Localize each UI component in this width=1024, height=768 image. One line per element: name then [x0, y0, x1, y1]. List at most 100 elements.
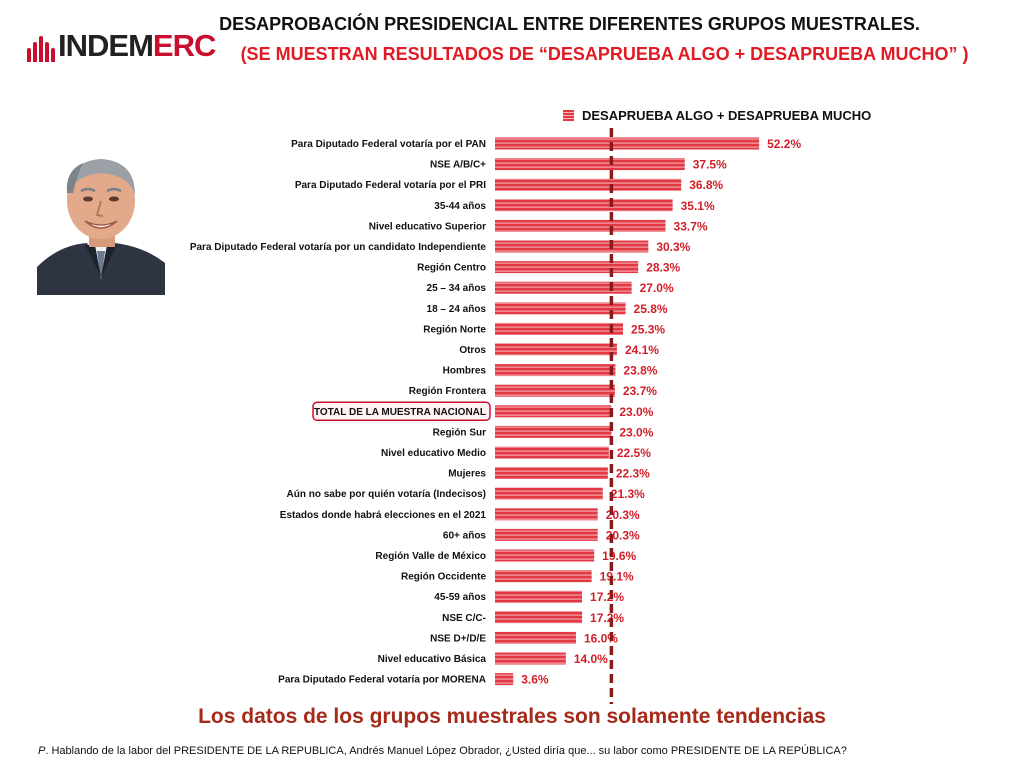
- category-label: NSE C/C-: [442, 613, 486, 624]
- bar: [495, 611, 583, 624]
- data-label: 23.0%: [619, 425, 653, 439]
- data-label: 25.8%: [634, 302, 668, 316]
- bar: [495, 673, 514, 686]
- chart-title: DESAPROBACIÓN PRESIDENCIAL ENTRE DIFEREN…: [219, 14, 920, 34]
- bar: [495, 487, 603, 500]
- data-label: 21.3%: [611, 487, 645, 501]
- data-label: 52.2%: [767, 137, 801, 151]
- category-label: 18 – 24 años: [427, 304, 487, 315]
- category-label: Región Norte: [423, 324, 486, 335]
- data-label: 35.1%: [681, 199, 715, 213]
- bar: [495, 405, 612, 418]
- bar: [495, 178, 682, 191]
- logo-text: INDEMERC: [58, 28, 216, 63]
- data-label: 28.3%: [646, 261, 680, 275]
- category-label: Nivel educativo Medio: [381, 448, 486, 459]
- bar: [495, 549, 595, 562]
- category-label: Región Centro: [417, 263, 486, 274]
- category-label: 45-59 años: [434, 592, 486, 603]
- data-label: 25.3%: [631, 322, 665, 336]
- data-label: 27.0%: [640, 281, 674, 295]
- bar: [495, 322, 624, 335]
- category-label: Nivel educativo Superior: [369, 221, 486, 232]
- category-label: Hombres: [443, 366, 487, 377]
- chart-subtitle: (SE MUESTRAN RESULTADOS DE “DESAPRUEBA A…: [240, 44, 969, 64]
- data-label: 20.3%: [606, 508, 640, 522]
- bar: [495, 137, 760, 150]
- data-label: 23.8%: [623, 364, 657, 378]
- legend-swatch: [563, 110, 574, 121]
- category-label: Para Diputado Federal votaría por MORENA: [278, 675, 486, 686]
- question-prefix: P: [38, 745, 46, 757]
- category-label: Otros: [459, 345, 486, 356]
- bar: [495, 219, 666, 232]
- bar: [495, 158, 685, 171]
- portrait-illustration: [37, 145, 165, 295]
- category-label: Región Valle de México: [375, 551, 486, 562]
- data-label: 30.3%: [656, 240, 690, 254]
- bar: [495, 508, 598, 521]
- legend-label: DESAPRUEBA ALGO + DESAPRUEBA MUCHO: [582, 108, 872, 123]
- survey-question: P. Hablando de la labor del PRESIDENTE D…: [38, 745, 847, 757]
- bar: [495, 467, 608, 480]
- logo-bars-icon: [27, 36, 55, 62]
- data-label: 22.3%: [616, 467, 650, 481]
- category-label: Aún no sabe por quién votaría (Indecisos…: [287, 489, 486, 500]
- logo-text-part2: ERC: [152, 28, 216, 63]
- chart-rows: Para Diputado Federal votaría por el PAN…: [190, 137, 802, 687]
- bar: [495, 384, 615, 397]
- data-label: 14.0%: [574, 652, 608, 666]
- data-label: 37.5%: [693, 158, 727, 172]
- data-label: 20.3%: [606, 528, 640, 542]
- category-label: Estados donde habrá elecciones en el 202…: [280, 510, 487, 521]
- data-label: 23.0%: [619, 405, 653, 419]
- bar: [495, 528, 598, 541]
- bar: [495, 302, 626, 315]
- bar: [495, 652, 566, 665]
- president-portrait: [37, 145, 165, 295]
- bar: [495, 570, 592, 583]
- data-label: 17.2%: [590, 590, 624, 604]
- category-label: Región Occidente: [401, 572, 486, 583]
- footer-note: Los datos de los grupos muestrales son s…: [198, 705, 826, 728]
- bar: [495, 590, 583, 603]
- bar: [495, 364, 616, 377]
- category-label: NSE D+/D/E: [430, 633, 486, 644]
- data-label: 24.1%: [625, 343, 659, 357]
- chart-legend: DESAPRUEBA ALGO + DESAPRUEBA MUCHO: [563, 108, 871, 123]
- category-label: Para Diputado Federal votaría por el PRI: [295, 180, 486, 191]
- category-label: Región Frontera: [409, 386, 487, 397]
- indemerc-logo: INDEMERC: [27, 28, 216, 63]
- category-label: Nivel educativo Básica: [378, 654, 487, 665]
- data-label: 17.2%: [590, 611, 624, 625]
- bar: [495, 446, 609, 459]
- category-label: TOTAL DE LA MUESTRA NACIONAL: [314, 407, 486, 418]
- bar: [495, 281, 632, 294]
- bar: [495, 199, 673, 212]
- bar: [495, 343, 617, 356]
- category-label: Para Diputado Federal votaría por un can…: [190, 242, 487, 253]
- data-label: 23.7%: [623, 384, 657, 398]
- data-label: 36.8%: [689, 178, 723, 192]
- logo-text-part1: INDEM: [58, 28, 154, 63]
- data-label: 3.6%: [521, 673, 549, 687]
- question-text: . Hablando de la labor del PRESIDENTE DE…: [45, 745, 847, 757]
- data-label: 22.5%: [617, 446, 651, 460]
- bar: [495, 631, 576, 644]
- bar: [495, 240, 649, 253]
- category-label: Región Sur: [433, 427, 486, 438]
- data-label: 19.1%: [600, 570, 634, 584]
- category-label: 60+ años: [443, 530, 487, 541]
- category-label: Para Diputado Federal votaría por el PAN: [291, 139, 486, 150]
- category-label: 35-44 años: [434, 201, 486, 212]
- data-label: 16.0%: [584, 631, 618, 645]
- data-label: 19.6%: [602, 549, 636, 563]
- category-label: 25 – 34 años: [427, 283, 487, 294]
- bar: [495, 425, 612, 438]
- category-label: Mujeres: [448, 469, 486, 480]
- highlight-box: [312, 401, 491, 422]
- bar: [495, 261, 639, 274]
- data-label: 33.7%: [674, 219, 708, 233]
- category-label: NSE A/B/C+: [430, 160, 486, 171]
